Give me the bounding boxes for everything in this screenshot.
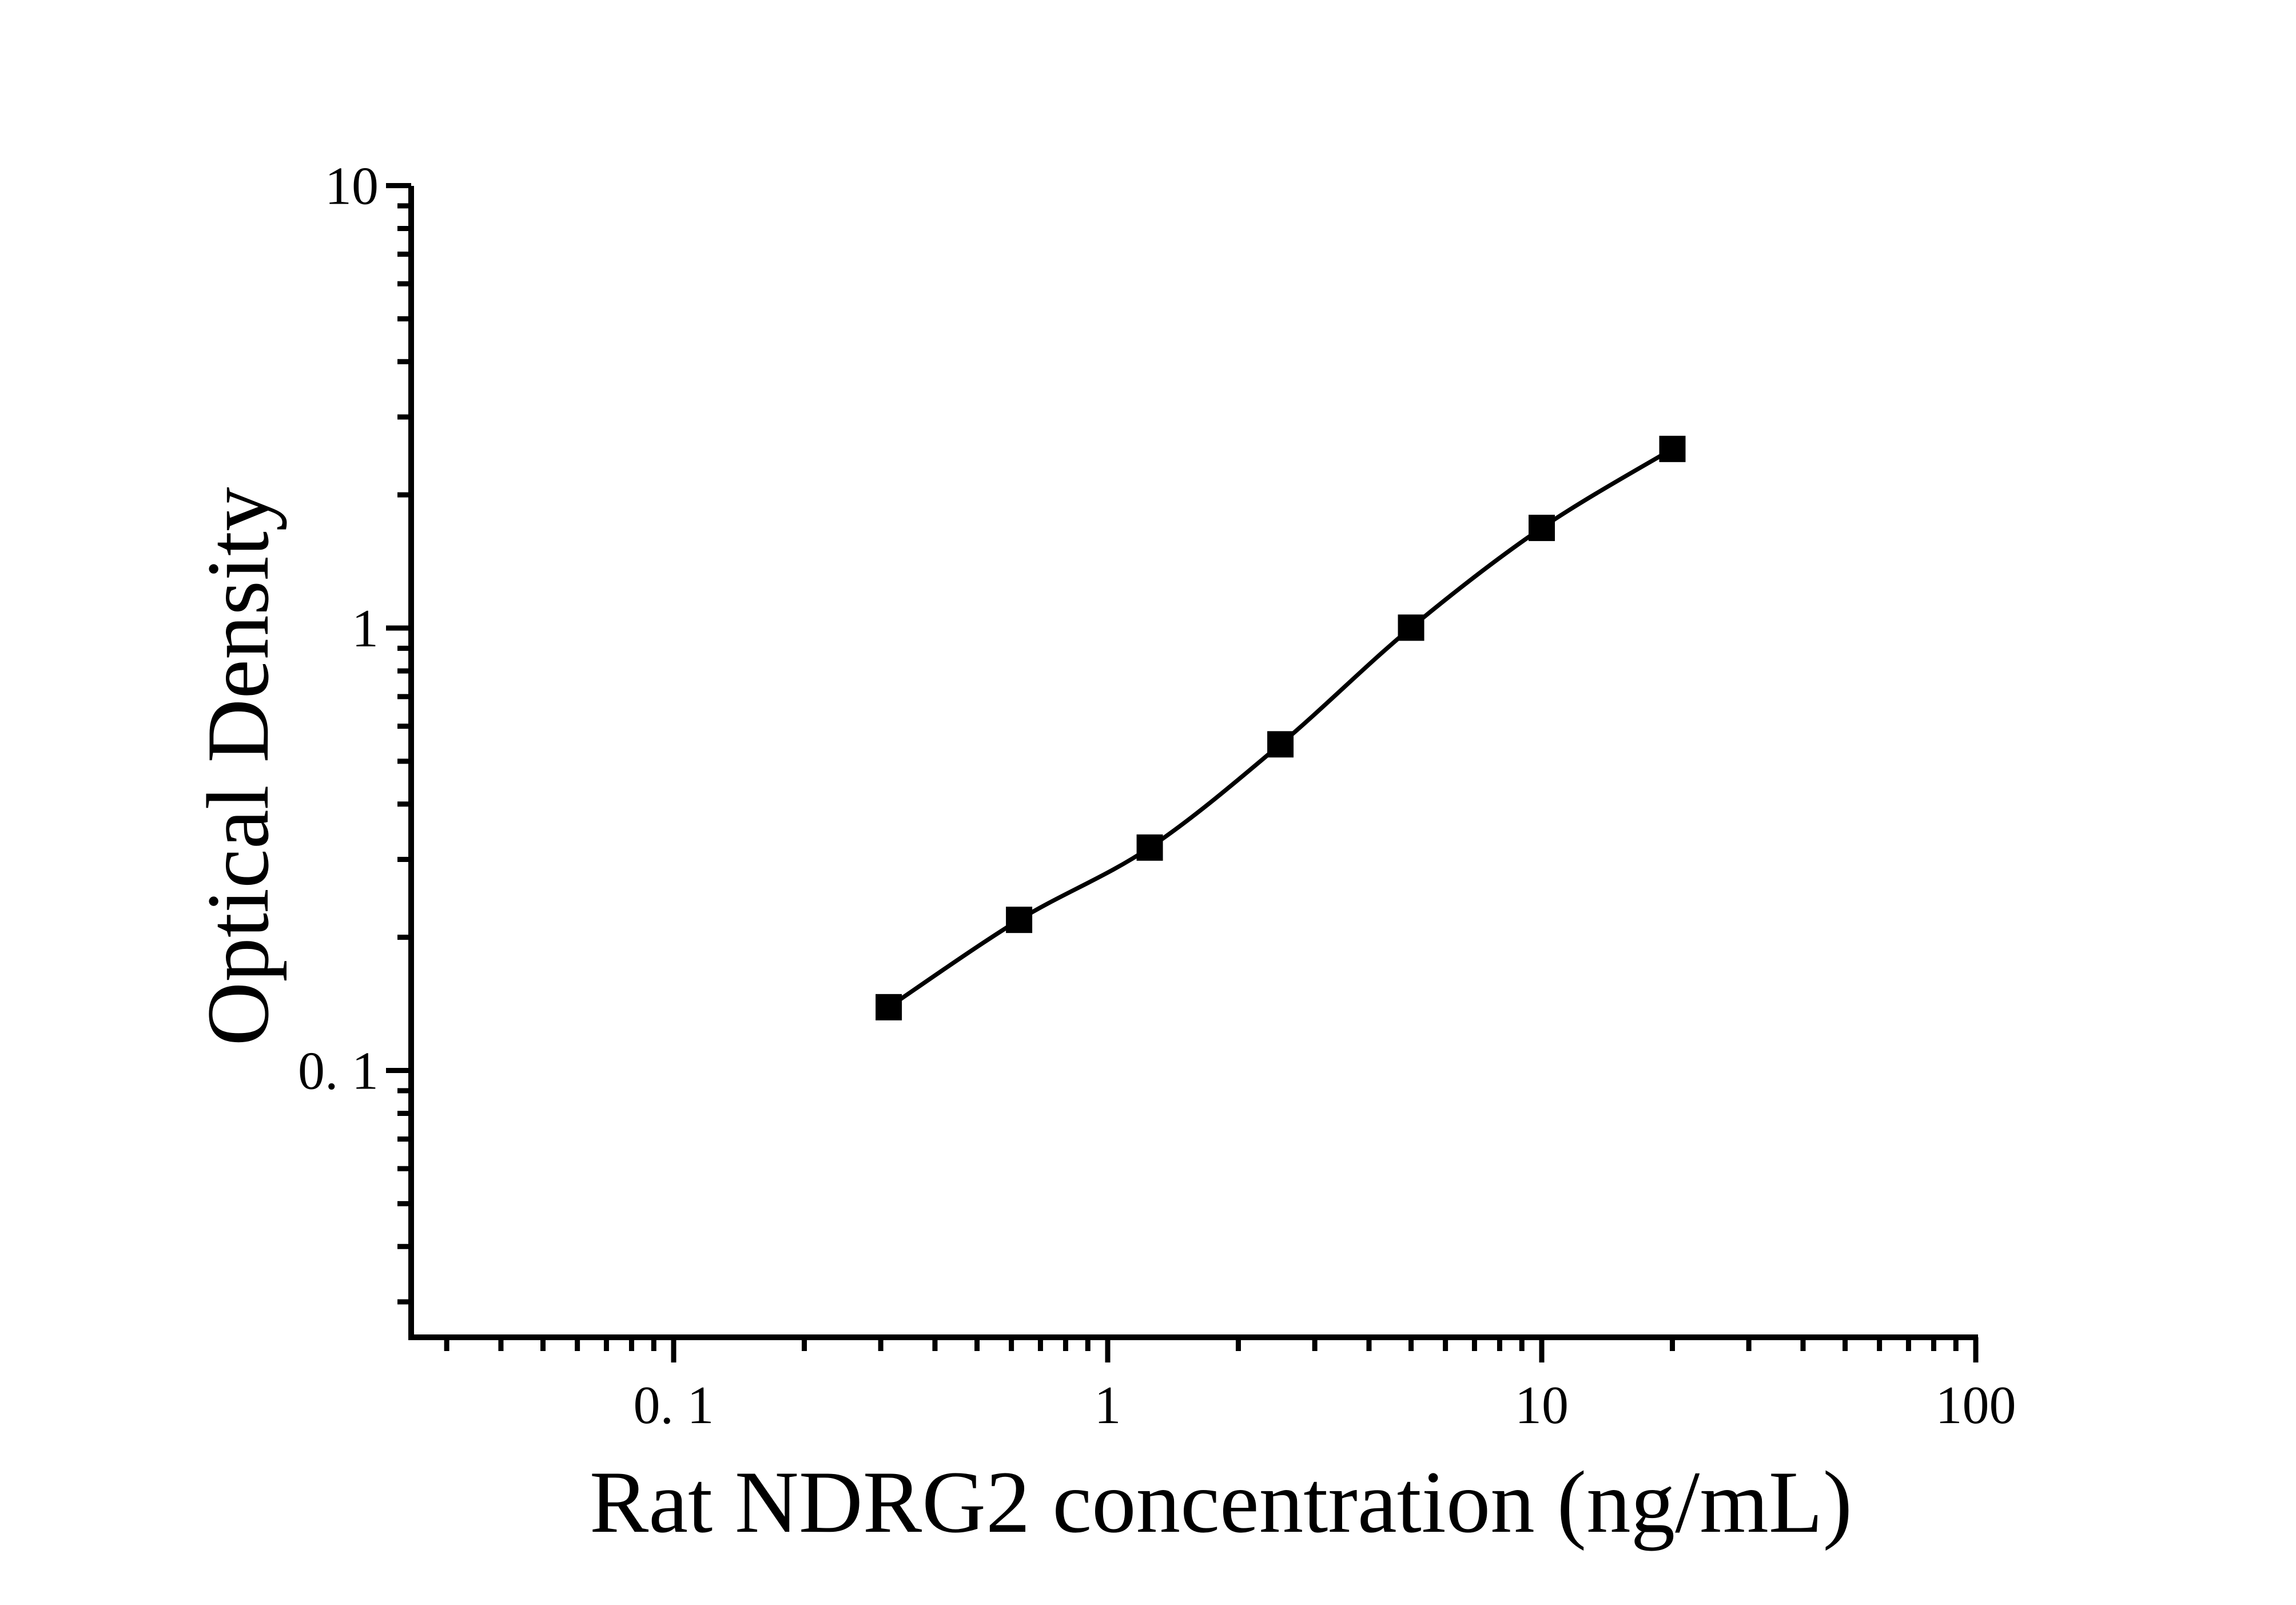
- data-point-square: [1529, 514, 1555, 541]
- x-tick-label: 1: [1095, 1376, 1121, 1435]
- y-tick-label: 10: [325, 157, 379, 216]
- data-point-square: [1136, 834, 1163, 861]
- data-point-square: [876, 994, 902, 1020]
- data-point-square: [1267, 731, 1294, 758]
- x-tick-label: 0. 1: [634, 1376, 714, 1435]
- x-tick-label: 100: [1936, 1376, 2016, 1435]
- x-axis-title: Rat NDRG2 concentration (ng/mL): [590, 1453, 1852, 1551]
- plot-area: [876, 435, 1686, 1020]
- y-axis-title: Optical Density: [189, 487, 287, 1046]
- data-point-square: [1659, 435, 1686, 462]
- axis-tick-labels: 0. 1 1 10 100 10 1 0. 1: [298, 157, 2016, 1436]
- axis-ticks: [386, 183, 1979, 1362]
- data-point-square: [1006, 907, 1033, 933]
- axes: [408, 186, 1978, 1340]
- y-tick-label: 1: [352, 599, 379, 658]
- y-tick-label: 0. 1: [298, 1042, 379, 1101]
- x-tick-label: 10: [1515, 1376, 1569, 1435]
- axis-spines: [408, 186, 1978, 1340]
- data-point-square: [1398, 614, 1424, 641]
